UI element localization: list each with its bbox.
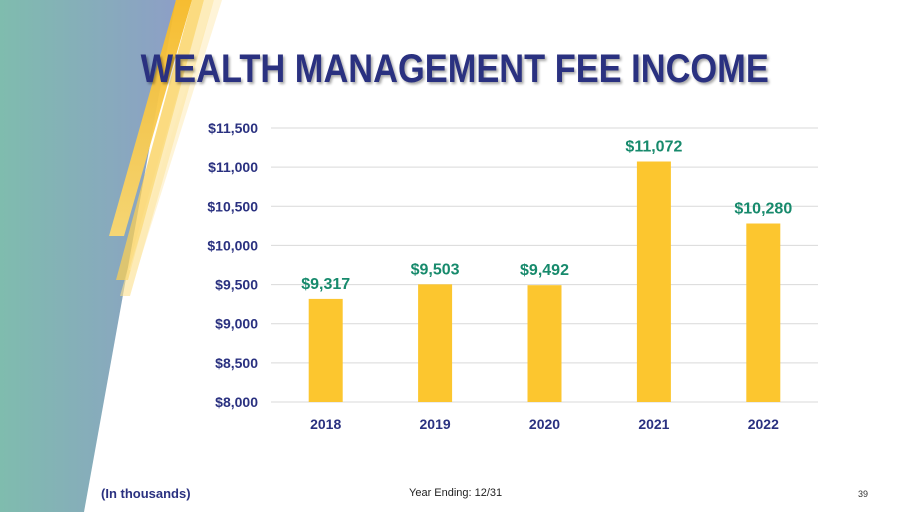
y-tick-label: $11,000 xyxy=(208,159,258,175)
y-tick-label: $9,000 xyxy=(215,316,258,332)
y-tick-label: $8,500 xyxy=(215,355,258,371)
units-footnote: (In thousands) xyxy=(101,486,191,501)
y-tick-label: $8,000 xyxy=(215,394,258,410)
category-label: 2020 xyxy=(529,416,560,432)
page-number: 39 xyxy=(858,489,869,499)
data-label: $10,280 xyxy=(734,201,792,218)
teal-blue-band xyxy=(0,0,176,512)
y-tick-label: $10,000 xyxy=(207,237,258,253)
category-label: 2022 xyxy=(748,416,779,432)
gold-stripe-1 xyxy=(109,0,192,236)
y-axis-tick-labels: $8,000 $8,500 $9,000 $9,500 $10,000 $10,500 $1… xyxy=(207,120,258,410)
y-tick-label: $11,500 xyxy=(208,120,258,136)
gold-stripe-4 xyxy=(129,0,222,270)
gold-stripe-2 xyxy=(116,0,204,280)
y-tick-label: $10,500 xyxy=(207,198,258,214)
data-label: $11,072 xyxy=(625,139,682,156)
data-label: $9,492 xyxy=(520,262,569,279)
bar xyxy=(527,285,562,402)
data-labels: $9,317 $9,503 $9,492 $11,072 $10,280 xyxy=(301,139,792,293)
category-label: 2019 xyxy=(420,416,451,432)
category-label: 2021 xyxy=(638,416,669,432)
bars xyxy=(308,161,781,402)
x-axis-category-labels: 2018 2019 2020 2021 2022 xyxy=(310,416,779,432)
data-label: $9,503 xyxy=(411,261,460,278)
bar xyxy=(418,284,453,402)
year-ending-note: Year Ending: 12/31 xyxy=(409,487,503,499)
bar xyxy=(746,223,781,402)
category-label: 2018 xyxy=(310,416,341,432)
bar xyxy=(308,298,343,402)
gold-stripe-3 xyxy=(120,0,214,296)
bar xyxy=(636,161,671,402)
y-tick-label: $9,500 xyxy=(215,277,258,293)
data-label: $9,317 xyxy=(301,276,350,293)
page-title: WEALTH MANAGEMENT FEE INCOME xyxy=(140,47,769,91)
